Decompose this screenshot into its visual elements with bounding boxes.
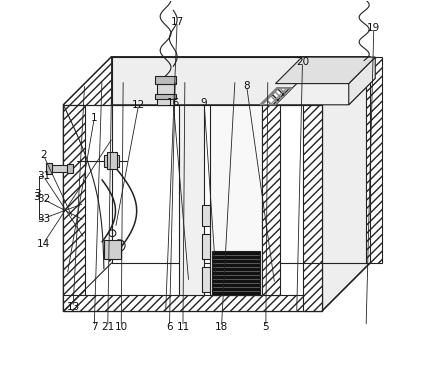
Text: 10: 10 [115, 322, 128, 332]
Polygon shape [63, 263, 370, 311]
Bar [210, 105, 262, 295]
Bar [212, 250, 260, 295]
Bar [202, 234, 210, 259]
Text: 11: 11 [176, 322, 190, 332]
Polygon shape [63, 263, 370, 311]
Text: 18: 18 [215, 322, 228, 332]
Text: 21: 21 [101, 322, 114, 332]
Bar [157, 84, 174, 105]
Text: 14: 14 [37, 239, 50, 248]
Polygon shape [63, 57, 112, 311]
Text: 5: 5 [263, 322, 269, 332]
Polygon shape [260, 88, 292, 105]
Text: 2: 2 [40, 150, 47, 160]
Bar [67, 164, 73, 173]
Bar [104, 155, 119, 166]
Bar [107, 152, 117, 169]
Bar [46, 163, 52, 174]
Text: 31: 31 [37, 171, 50, 181]
Text: 13: 13 [66, 302, 80, 312]
Bar [202, 267, 210, 292]
Bar [50, 164, 73, 172]
Polygon shape [322, 57, 370, 311]
Text: 1: 1 [91, 113, 97, 123]
Bar [202, 205, 210, 226]
Text: 12: 12 [132, 100, 145, 110]
Text: 17: 17 [171, 17, 184, 27]
Polygon shape [276, 57, 375, 84]
Bar [63, 295, 322, 311]
Polygon shape [322, 57, 370, 311]
Text: 33: 33 [37, 214, 50, 224]
Text: 16: 16 [167, 98, 180, 108]
Text: 3: 3 [35, 188, 41, 199]
Text: 8: 8 [243, 80, 250, 91]
Polygon shape [349, 57, 375, 105]
Bar [63, 105, 85, 311]
Text: 3: 3 [34, 192, 40, 202]
Bar [155, 94, 176, 99]
Text: 9: 9 [201, 98, 207, 108]
Polygon shape [63, 57, 370, 105]
Text: 7: 7 [91, 322, 97, 332]
Bar [63, 105, 322, 311]
Bar [366, 57, 381, 263]
Bar [303, 105, 322, 311]
Bar [262, 105, 280, 295]
Text: 6: 6 [166, 322, 173, 332]
Bar [155, 76, 176, 84]
Text: 32: 32 [37, 194, 50, 204]
Polygon shape [276, 78, 375, 105]
Bar [179, 105, 204, 295]
Bar [104, 240, 121, 259]
Text: 19: 19 [367, 23, 381, 33]
Text: 20: 20 [296, 57, 309, 67]
